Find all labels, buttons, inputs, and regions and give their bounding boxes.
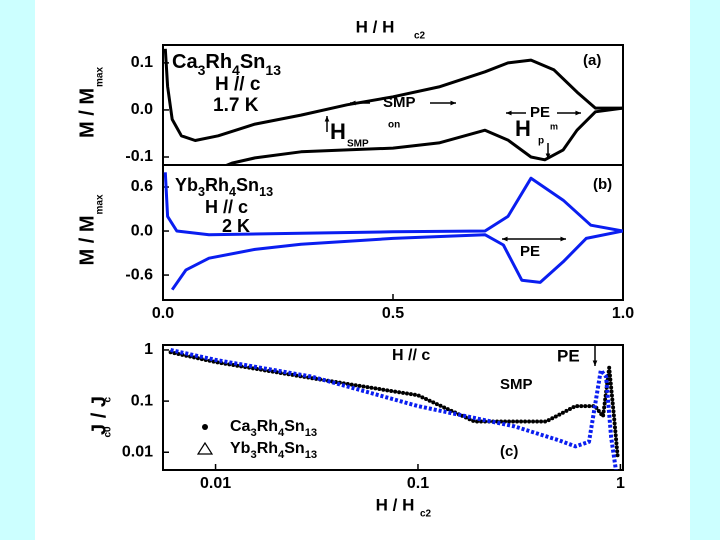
y-axis-label-sub: max [95, 194, 106, 214]
series-line [170, 229, 623, 291]
y-tick-label: -0.6 [125, 266, 153, 283]
annotation: SMP [500, 376, 533, 393]
x-tick-label: 0.01 [200, 475, 231, 492]
legend-marker [196, 441, 214, 455]
annotation: 1.7 K [213, 95, 259, 116]
annotation: H [330, 119, 346, 144]
x-axis-label-sub: c2 [420, 509, 432, 520]
y-axis-label-sub: c0 [103, 426, 114, 438]
x-axis-label: H / H [376, 495, 415, 514]
figure-background [35, 0, 690, 540]
y-tick-label: 0.1 [131, 392, 153, 409]
arrow-head [592, 360, 598, 366]
x-tick-label: 0.0 [152, 305, 174, 322]
y-axis-label: M / M [76, 88, 98, 138]
y-tick-label: 0.0 [131, 101, 153, 118]
annotation: H // c [392, 347, 430, 364]
y-tick-label: 0.1 [131, 54, 153, 71]
plot-area [163, 172, 623, 291]
annotation: PE [557, 346, 580, 365]
legend-marker [202, 424, 208, 430]
y-axis-label-sub: max [95, 67, 106, 87]
arrow-head [350, 100, 356, 106]
annotation: 2 K [222, 216, 250, 236]
x-tick-label: 0.1 [407, 475, 429, 492]
arrow-head [502, 236, 508, 242]
series-line [170, 348, 618, 470]
annotation: SMP [383, 94, 416, 111]
series-line [163, 172, 623, 237]
annotation: Yb3Rh4Sn13 [175, 175, 273, 200]
annotation: m [550, 121, 558, 131]
y-tick-label: 0.0 [131, 222, 153, 239]
plot-area [163, 48, 623, 165]
series-line [223, 106, 623, 165]
annotation: PE [530, 104, 550, 121]
plot-frame [162, 344, 624, 471]
annotation: H // c [205, 197, 248, 217]
annotation: p [538, 136, 544, 147]
arrow-head [506, 110, 512, 116]
legend-label: Yb3Rh4Sn13 [230, 440, 317, 461]
y-tick-label: -0.1 [125, 148, 153, 165]
x-axis-label: H / H [356, 17, 395, 36]
annotation: on [388, 120, 400, 131]
arrow-head [450, 100, 456, 106]
y-axis-label-sub: c [103, 397, 114, 403]
y-axis-label: M / M [76, 216, 98, 266]
annotation: (b) [593, 176, 612, 193]
annotation: (c) [500, 443, 518, 460]
series-line [168, 350, 620, 460]
annotation: SMP [347, 139, 369, 150]
annotation: PE [520, 243, 540, 260]
y-axis-label: J / J [88, 396, 110, 435]
y-tick-label: 0.6 [131, 178, 153, 195]
annotation: (a) [583, 52, 601, 69]
x-tick-label: 1.0 [612, 305, 634, 322]
x-axis-label-sub: c2 [414, 31, 426, 42]
legend-label: Ca3Rh4Sn13 [230, 418, 317, 439]
x-tick-label: 0.5 [382, 305, 404, 322]
y-tick-label: 0.01 [122, 443, 153, 460]
x-tick-label: 1 [616, 475, 625, 492]
plot-area [168, 348, 620, 470]
annotation: H [515, 116, 531, 141]
annotation: H // c [215, 74, 261, 95]
annotation: Ca3Rh4Sn13 [172, 51, 281, 77]
arrow-head [575, 110, 581, 116]
y-tick-label: 1 [144, 341, 153, 358]
arrow-head [324, 116, 330, 122]
arrow-head [545, 153, 551, 159]
arrow-head [560, 236, 566, 242]
series-line [163, 48, 623, 142]
